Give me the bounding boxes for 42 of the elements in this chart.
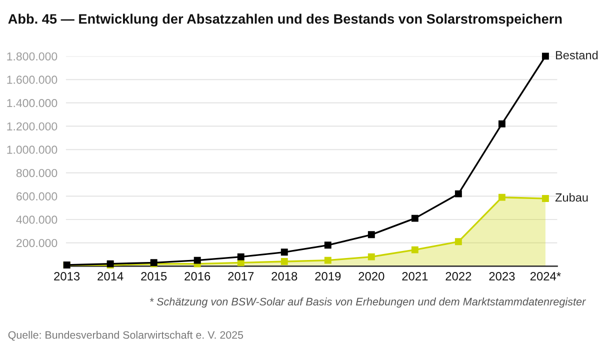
point	[368, 253, 375, 260]
point	[454, 190, 462, 198]
point	[411, 246, 418, 254]
point	[411, 214, 418, 222]
source-note: Quelle: Bundesverband Solarwirtschaft e. V. 2025	[8, 330, 244, 341]
chart-title: Abb. 45 — Entwicklung der Absatzzahlen und des Bestands von Solarstromspeichern	[8, 14, 562, 26]
x-tick-label: 2014	[98, 272, 124, 280]
y-tick-label: 1.600.000	[7, 76, 58, 84]
y-tick-label: 200.000	[16, 238, 58, 248]
series-label: Bestand	[556, 50, 598, 60]
series-label: Zubau	[555, 193, 588, 202]
x-tick-label: 2022	[446, 272, 472, 280]
x-tick-label: 2020	[358, 272, 384, 280]
point	[324, 256, 332, 264]
point	[194, 256, 201, 264]
point	[542, 52, 549, 60]
y-tick-label: 1.400.000	[7, 98, 58, 108]
x-tick-label: 2018	[272, 272, 298, 280]
y-tick-label: 1.200.000	[7, 122, 58, 130]
point	[498, 194, 506, 201]
y-tick-label: 400.000	[16, 216, 58, 224]
point	[280, 248, 288, 256]
x-tick-label: 2024*	[530, 272, 561, 280]
y-tick-label: 1.000.000	[7, 146, 58, 154]
y-tick-label: 600.000	[16, 192, 58, 200]
x-tick-label: 2017	[228, 272, 254, 280]
y-tick-label: 1.800.000	[7, 52, 58, 61]
point	[454, 238, 462, 246]
point	[498, 120, 506, 128]
y-tick-label: 800.000	[16, 168, 58, 178]
point	[324, 242, 332, 249]
x-tick-label: 2023	[489, 272, 515, 280]
x-tick-label: 2021	[402, 272, 428, 280]
x-tick-label: 2016	[184, 272, 210, 280]
x-tick-label: 2019	[315, 272, 341, 280]
point	[237, 253, 244, 260]
x-tick-label: 2015	[141, 272, 167, 280]
point	[542, 195, 549, 202]
text: * Schätzung von BSW-Solar auf Basis von Erhebungen und dem Marktstammdatenregister	[150, 298, 586, 308]
x-tick-label: 2013	[54, 272, 80, 280]
point	[368, 231, 375, 238]
point	[280, 258, 288, 265]
